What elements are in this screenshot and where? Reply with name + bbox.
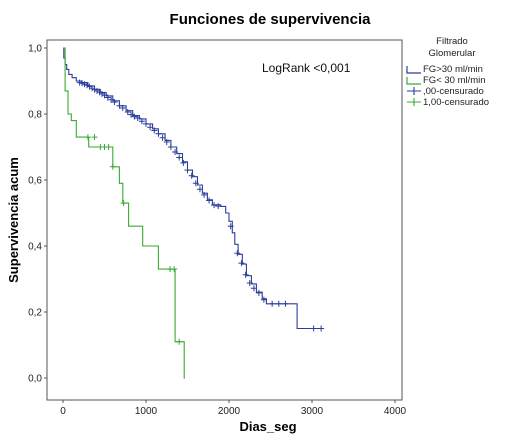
censor-mark-0 bbox=[318, 325, 325, 332]
censor-mark-1 bbox=[105, 144, 112, 150]
censor-mark-0 bbox=[250, 285, 257, 292]
censor-mark-0 bbox=[119, 105, 126, 112]
censor-mark-0 bbox=[111, 99, 118, 106]
censor-mark-0 bbox=[206, 197, 213, 204]
censor-mark-0 bbox=[138, 118, 145, 125]
censor-mark-0 bbox=[167, 144, 174, 150]
censor-mark-0 bbox=[275, 300, 282, 307]
censor-mark-1 bbox=[91, 134, 98, 141]
censor-mark-0 bbox=[104, 94, 111, 101]
legend-title-line2: Glomerular bbox=[429, 48, 476, 59]
x-tick-label: 0 bbox=[60, 406, 66, 417]
censor-mark-0 bbox=[192, 180, 199, 187]
censor-mark-0 bbox=[143, 120, 149, 127]
censor-mark-0 bbox=[255, 289, 262, 296]
legend-label-0: FG>30 ml/min bbox=[423, 64, 483, 75]
x-tick-label: 2000 bbox=[218, 406, 241, 417]
censor-mark-0 bbox=[269, 300, 276, 307]
legend-title-line1: Filtrado bbox=[436, 36, 468, 47]
censor-mark-0 bbox=[196, 186, 203, 193]
censor-mark-0 bbox=[128, 111, 135, 118]
y-tick-label: 0,0 bbox=[28, 374, 42, 385]
legend-label-3: 1,00-censurado bbox=[423, 97, 489, 108]
plot-area bbox=[46, 39, 403, 401]
censor-mark-0 bbox=[238, 260, 245, 267]
y-tick-label: 0,6 bbox=[28, 176, 42, 187]
censor-mark-0 bbox=[134, 114, 141, 121]
x-axis-ticks: 0 1000 2000 3000 4000 bbox=[60, 400, 407, 417]
y-axis-label: Supervivencia acum bbox=[6, 157, 21, 283]
censor-mark-0 bbox=[246, 279, 253, 286]
censor-mark-1 bbox=[120, 200, 127, 207]
y-axis-ticks: 0,0 0,2 0,4 0,6 0,8 1,0 bbox=[28, 44, 47, 385]
censor-mark-0 bbox=[176, 154, 183, 161]
y-tick-label: 0,2 bbox=[28, 308, 42, 319]
x-tick-label: 4000 bbox=[384, 406, 407, 417]
censor-mark-0 bbox=[260, 296, 267, 303]
censor-mark-0 bbox=[227, 223, 234, 230]
legend-swatch-3 bbox=[407, 98, 421, 106]
censor-mark-1 bbox=[84, 134, 91, 141]
censor-mark-0 bbox=[159, 134, 166, 141]
series-layer bbox=[63, 47, 325, 379]
censor-mark-0 bbox=[215, 203, 222, 210]
censor-mark-0 bbox=[108, 96, 115, 103]
censor-mark-0 bbox=[234, 250, 241, 257]
censor-mark-1 bbox=[171, 266, 178, 273]
censor-mark-0 bbox=[124, 109, 131, 116]
y-tick-label: 1,0 bbox=[28, 44, 42, 55]
censor-mark-0 bbox=[310, 325, 317, 332]
censor-mark-0 bbox=[184, 167, 191, 174]
x-tick-label: 1000 bbox=[135, 406, 158, 417]
y-tick-label: 0,4 bbox=[28, 242, 42, 253]
censor-mark-0 bbox=[172, 148, 179, 155]
censor-mark-0 bbox=[211, 202, 218, 209]
censor-mark-0 bbox=[180, 159, 187, 166]
legend-swatch-2 bbox=[407, 87, 421, 95]
y-tick-label: 0,8 bbox=[28, 110, 42, 121]
censor-mark-1 bbox=[109, 163, 116, 170]
censor-mark-0 bbox=[282, 300, 289, 307]
censor-mark-0 bbox=[147, 124, 154, 131]
censor-mark-0 bbox=[131, 113, 138, 120]
legend-swatch-1 bbox=[406, 77, 421, 85]
censor-mark-0 bbox=[163, 139, 170, 146]
censor-mark-1 bbox=[176, 338, 183, 345]
censor-mark-0 bbox=[101, 92, 108, 99]
legend-label-1: FG< 30 ml/min bbox=[423, 75, 486, 86]
censor-mark-0 bbox=[201, 191, 208, 198]
x-axis-label: Dias_seg bbox=[239, 419, 296, 434]
series-line-1 bbox=[63, 47, 185, 379]
censor-mark-0 bbox=[188, 172, 195, 179]
censor-mark-0 bbox=[151, 127, 158, 134]
legend-swatch-0 bbox=[406, 66, 421, 74]
censor-mark-0 bbox=[116, 102, 123, 109]
legend-label-2: ,00-censurado bbox=[423, 86, 484, 97]
censor-mark-0 bbox=[242, 271, 249, 278]
logrank-annotation: LogRank <0,001 bbox=[262, 61, 351, 75]
x-tick-label: 3000 bbox=[301, 406, 324, 417]
chart-title: Funciones de supervivencia bbox=[170, 11, 372, 28]
censor-mark-0 bbox=[155, 130, 162, 137]
